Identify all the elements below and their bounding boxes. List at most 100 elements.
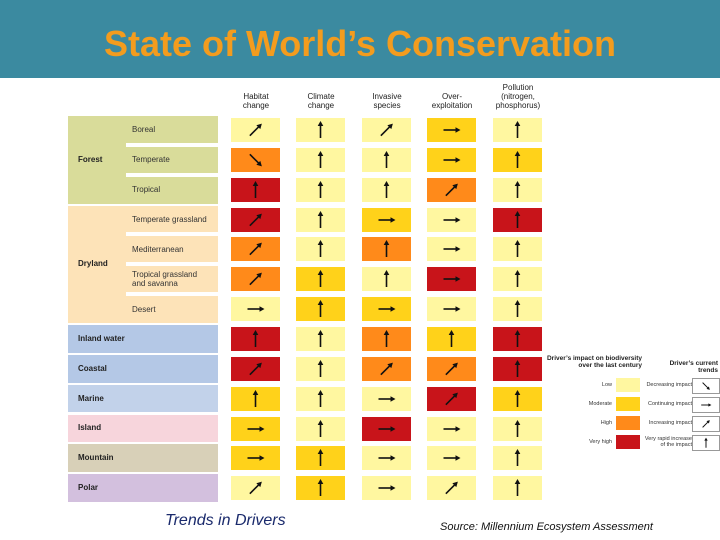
impact-cell xyxy=(427,356,476,381)
trend-arrow-e-icon xyxy=(443,216,461,223)
ecosystem-band-6 xyxy=(68,444,218,473)
subtype-divider xyxy=(126,292,218,297)
ecosystem-band-2 xyxy=(68,324,218,353)
impact-cell xyxy=(231,446,280,471)
subtype-divider xyxy=(126,232,218,237)
impact-cell xyxy=(231,297,280,322)
subtype-divider xyxy=(126,262,218,267)
trend-arrow-n-icon xyxy=(252,389,259,407)
trend-arrow-n-icon xyxy=(317,449,324,467)
trend-arrow-e-icon xyxy=(247,455,265,462)
column-header-0: Habitat change xyxy=(242,92,270,110)
trend-arrow-n-icon xyxy=(252,329,259,347)
trend-arrow-ne-icon xyxy=(249,362,262,376)
impact-cell xyxy=(362,147,411,172)
subtype-label: Desert xyxy=(132,304,156,314)
legend-impact-swatch xyxy=(616,435,640,449)
trend-arrow-n-icon xyxy=(317,359,324,377)
trend-arrow-ne-icon xyxy=(249,243,262,256)
legend-trend-label: Very rapid increase of the impact xyxy=(644,436,692,448)
trend-arrow-se-icon xyxy=(249,153,262,167)
legend-impact-label: Very high xyxy=(589,439,612,445)
subtype-label: Boreal xyxy=(132,125,156,135)
legend-trend-label: Increasing impact xyxy=(648,420,692,426)
trend-arrow-ne-icon xyxy=(380,362,393,376)
trend-arrow-ne-icon xyxy=(445,392,458,405)
impact-cell xyxy=(296,386,345,411)
impact-cell xyxy=(362,446,411,471)
impact-cell xyxy=(427,118,476,142)
trend-arrow-n-icon xyxy=(514,121,521,138)
impact-cell xyxy=(493,326,542,351)
impact-cell xyxy=(427,147,476,172)
trend-arrow-n-icon xyxy=(514,270,521,288)
trend-arrow-ne-icon xyxy=(445,362,458,376)
trend-arrow-e-icon xyxy=(378,216,396,223)
impact-cell xyxy=(493,386,542,411)
ecosystem-band-7 xyxy=(68,474,218,503)
subtype-label: Temperate grassland xyxy=(132,214,207,224)
column-header-2: Invasive species xyxy=(372,92,402,110)
impact-cell xyxy=(296,118,345,142)
trend-arrow-e-icon xyxy=(247,306,265,312)
impact-cell xyxy=(427,476,476,501)
trend-arrow-n-icon xyxy=(383,240,390,258)
trend-arrow-n-icon xyxy=(252,180,259,198)
impact-cell xyxy=(362,118,411,142)
ecosystem-band-4 xyxy=(68,384,218,413)
trend-arrow-ne-icon xyxy=(445,481,458,495)
legend-impact-swatch xyxy=(616,416,640,430)
impact-cell xyxy=(296,147,345,172)
impact-cell xyxy=(296,237,345,262)
ecosystem-band-5 xyxy=(68,414,218,443)
trend-arrow-n-icon xyxy=(514,240,521,258)
impact-cell xyxy=(493,356,542,381)
impact-cell xyxy=(427,326,476,351)
ecosystem-label: Polar xyxy=(78,483,99,493)
trend-arrow-n-icon xyxy=(317,300,324,318)
impact-cell xyxy=(493,476,542,501)
impact-cell xyxy=(493,297,542,322)
trend-arrow-n-icon xyxy=(317,121,324,138)
impact-cell xyxy=(493,177,542,202)
legend-impact-label: Moderate xyxy=(588,401,612,407)
impact-cell xyxy=(362,416,411,441)
legend-impact-title: Driver’s impact on biodiversity over the … xyxy=(546,355,642,369)
ecosystem-label: Forest xyxy=(78,154,103,164)
trend-arrow-ne-icon xyxy=(249,272,262,286)
impact-cell xyxy=(493,267,542,292)
impact-cell xyxy=(493,207,542,232)
impact-cell xyxy=(427,416,476,441)
subtype-divider xyxy=(126,142,218,147)
legend-trend-label: Decreasing impact xyxy=(646,382,692,388)
trend-arrow-n-icon xyxy=(514,419,521,437)
trend-arrow-n-icon xyxy=(514,180,521,198)
trend-arrow-e-icon xyxy=(378,425,396,432)
subtype-label: Tropical xyxy=(132,185,161,195)
column-header-1: Climate change xyxy=(307,92,335,110)
trend-arrow-n-icon xyxy=(704,437,708,448)
impact-cell xyxy=(427,207,476,232)
legend-impact-label: High xyxy=(600,420,612,426)
impact-cell xyxy=(427,177,476,202)
trend-arrow-n-icon xyxy=(317,419,324,437)
impact-cell xyxy=(231,118,280,142)
impact-cell xyxy=(296,476,345,501)
trend-arrow-e-icon xyxy=(443,127,461,133)
impact-cell xyxy=(231,267,280,292)
ecosystem-label: Mountain xyxy=(78,453,114,463)
legend-trend-swatch xyxy=(692,435,720,451)
column-header-4: Pollution (nitrogen, phosphorus) xyxy=(495,83,541,110)
impact-cell xyxy=(231,326,280,351)
impact-cell xyxy=(231,207,280,232)
legend-trend-title: Driver’s current trends xyxy=(669,360,718,374)
trend-arrow-ne-icon xyxy=(380,123,393,137)
trend-arrow-e-icon xyxy=(443,246,461,253)
impact-cell xyxy=(362,297,411,322)
impact-cell xyxy=(427,267,476,292)
trend-arrow-n-icon xyxy=(317,389,324,407)
legend-trend-swatch xyxy=(692,416,720,432)
subtype-divider xyxy=(126,172,218,177)
ecosystem-label: Marine xyxy=(78,393,104,403)
title-banner: State of World’s Conservation xyxy=(0,0,720,78)
